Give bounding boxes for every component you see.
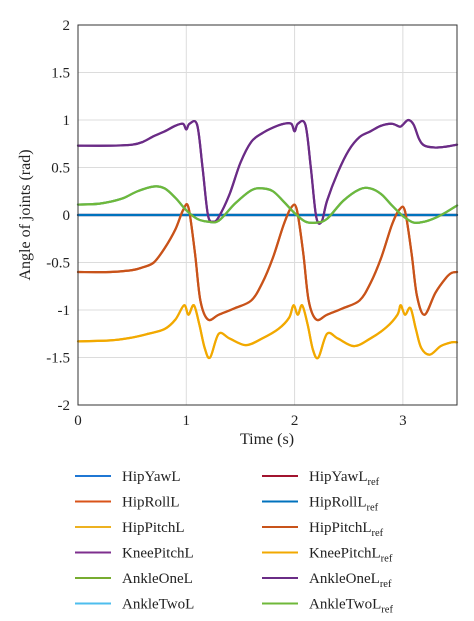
series-line-hippitchl-ref <box>76 203 459 322</box>
series-line-ankletwol-ref <box>76 185 459 225</box>
legend-item-hiprolll: HipRollL <box>75 495 180 511</box>
y-axis-label: Angle of joints (rad) <box>17 149 34 280</box>
tick-labels: 0 1 2 3 -2 -1.5 -1 -0.5 0 0.5 1 1.5 2 <box>46 18 406 429</box>
legend-item-ankletwol: AnkleTwoL <box>75 597 194 613</box>
y-tick-label: 0 <box>63 208 71 224</box>
legend-label: KneePitchL <box>122 546 194 562</box>
legend-label: AnkleTwoL <box>122 597 194 613</box>
x-tick-label: 0 <box>74 413 82 429</box>
legend-label: AnkleOneLref <box>309 571 392 590</box>
legend-label: AnkleOneL <box>122 571 193 587</box>
series-lines <box>76 118 459 360</box>
legend-item-ankleonel-ref: AnkleOneLref <box>262 571 392 590</box>
legend-label: HipRollL <box>122 495 180 511</box>
legend-label: HipYawL <box>122 469 180 485</box>
legend-item-hiprolll-ref: HipRollLref <box>262 495 379 514</box>
legend-label: HipYawLref <box>309 469 380 488</box>
x-tick-label: 3 <box>399 413 407 429</box>
legend-item-ankletwol-ref: AnkleTwoLref <box>262 597 393 616</box>
legend-item-hippitchl-ref: HipPitchLref <box>262 520 384 539</box>
y-tick-label: 1 <box>63 113 71 129</box>
legend-item-hipyawl-ref: HipYawLref <box>262 469 380 488</box>
series-line-kneepitchl-ref <box>76 304 459 360</box>
x-axis-label: Time (s) <box>240 431 294 448</box>
y-tick-label: 1.5 <box>51 66 70 82</box>
legend-label: HipRollLref <box>309 495 379 514</box>
legend-label: HipPitchL <box>122 520 185 536</box>
plot-frame <box>77 24 458 406</box>
y-tick-label: -1 <box>58 303 71 319</box>
legend-item-hipyawl: HipYawL <box>75 469 180 485</box>
legend-label: HipPitchLref <box>309 520 384 539</box>
y-tick-label: 0.5 <box>51 161 70 177</box>
series-line-ankleonel-ref <box>76 118 459 225</box>
legend-item-kneepitchl: KneePitchL <box>75 546 194 562</box>
legend-item-hippitchl: HipPitchL <box>75 520 185 536</box>
legend-item-ankleonel: AnkleOneL <box>75 571 193 587</box>
legend: HipYawL HipRollL HipPitchL KneePitchL AnkleO… <box>75 469 393 616</box>
legend-label: KneePitchLref <box>309 546 393 565</box>
y-tick-label: -0.5 <box>46 256 70 272</box>
x-tick-label: 2 <box>291 413 299 429</box>
x-tick-label: 1 <box>183 413 191 429</box>
legend-item-kneepitchl-ref: KneePitchLref <box>262 546 393 565</box>
y-tick-label: 2 <box>63 18 71 34</box>
series-line-hippitchl <box>76 304 459 360</box>
y-tick-label: -2 <box>58 398 71 414</box>
y-tick-label: -1.5 <box>46 351 70 367</box>
legend-label: AnkleTwoLref <box>309 597 393 616</box>
